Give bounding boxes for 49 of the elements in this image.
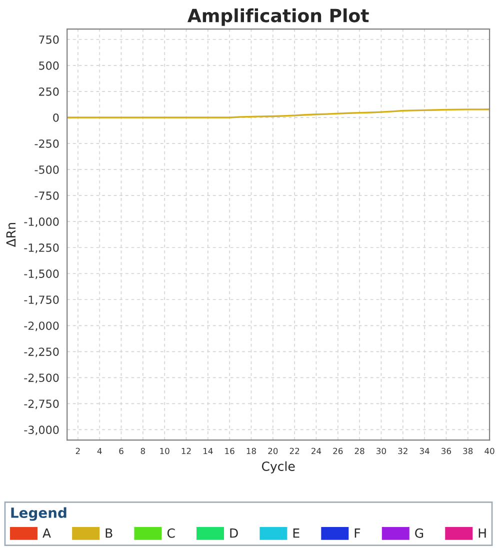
- x-tick-label: 36: [442, 448, 451, 454]
- x-tick-label: 2: [76, 448, 80, 454]
- x-tick-label: 14: [204, 448, 213, 454]
- x-tick-label: 22: [290, 448, 300, 454]
- y-tick-label: -2,250: [24, 348, 59, 358]
- y-tick-label: 500: [39, 61, 59, 70]
- y-tick-label: -1,750: [24, 296, 59, 306]
- y-tick-label: -2,500: [24, 374, 59, 384]
- x-tick-label: 20: [268, 448, 278, 454]
- legend-title: Legend: [11, 507, 66, 521]
- x-tick-label: 34: [420, 448, 430, 454]
- legend-label: F: [354, 528, 360, 538]
- y-tick-label: -1,250: [24, 244, 59, 254]
- y-tick-label: -1,500: [24, 270, 59, 280]
- y-tick-label: -3,000: [24, 426, 59, 436]
- x-tick-label: 26: [333, 448, 343, 454]
- chart-title: Amplification Plot: [187, 8, 369, 26]
- x-tick-label: 32: [398, 448, 408, 454]
- x-tick-label: 6: [119, 448, 124, 454]
- y-tick-label: -500: [34, 165, 59, 174]
- legend-label: D: [230, 528, 238, 538]
- x-tick-label: 28: [354, 448, 364, 454]
- y-axis-title: ΔRn: [6, 223, 16, 248]
- x-tick-label: 38: [463, 448, 473, 454]
- legend-label: H: [478, 528, 486, 538]
- x-tick-label: 40: [484, 448, 494, 454]
- y-tick-label: -2,000: [24, 322, 59, 332]
- x-tick-label: 4: [97, 448, 102, 454]
- legend-label: B: [106, 528, 112, 538]
- legend-label: E: [293, 528, 300, 538]
- x-tick-label: 24: [312, 448, 322, 454]
- x-tick-label: 30: [376, 448, 386, 454]
- legend-label: A: [42, 528, 51, 538]
- x-tick-label: 12: [182, 448, 191, 454]
- line-series: [67, 108, 490, 118]
- x-tick-label: 8: [140, 448, 145, 454]
- x-tick-label: 16: [225, 448, 234, 454]
- x-tick-label: 10: [160, 448, 170, 454]
- y-tick-label: 250: [39, 87, 59, 96]
- y-tick-label: -250: [34, 139, 59, 148]
- x-tick-label: 18: [246, 448, 256, 454]
- legend-label: G: [415, 528, 424, 538]
- y-tick-label: -750: [34, 192, 59, 200]
- y-tick-label: -1,000: [24, 218, 59, 228]
- y-tick-label: 0: [53, 113, 59, 122]
- legend-label: C: [167, 528, 175, 538]
- y-tick-label: 750: [39, 35, 59, 44]
- x-axis-title: Cycle: [262, 461, 295, 474]
- y-tick-label: -2,750: [24, 400, 59, 410]
